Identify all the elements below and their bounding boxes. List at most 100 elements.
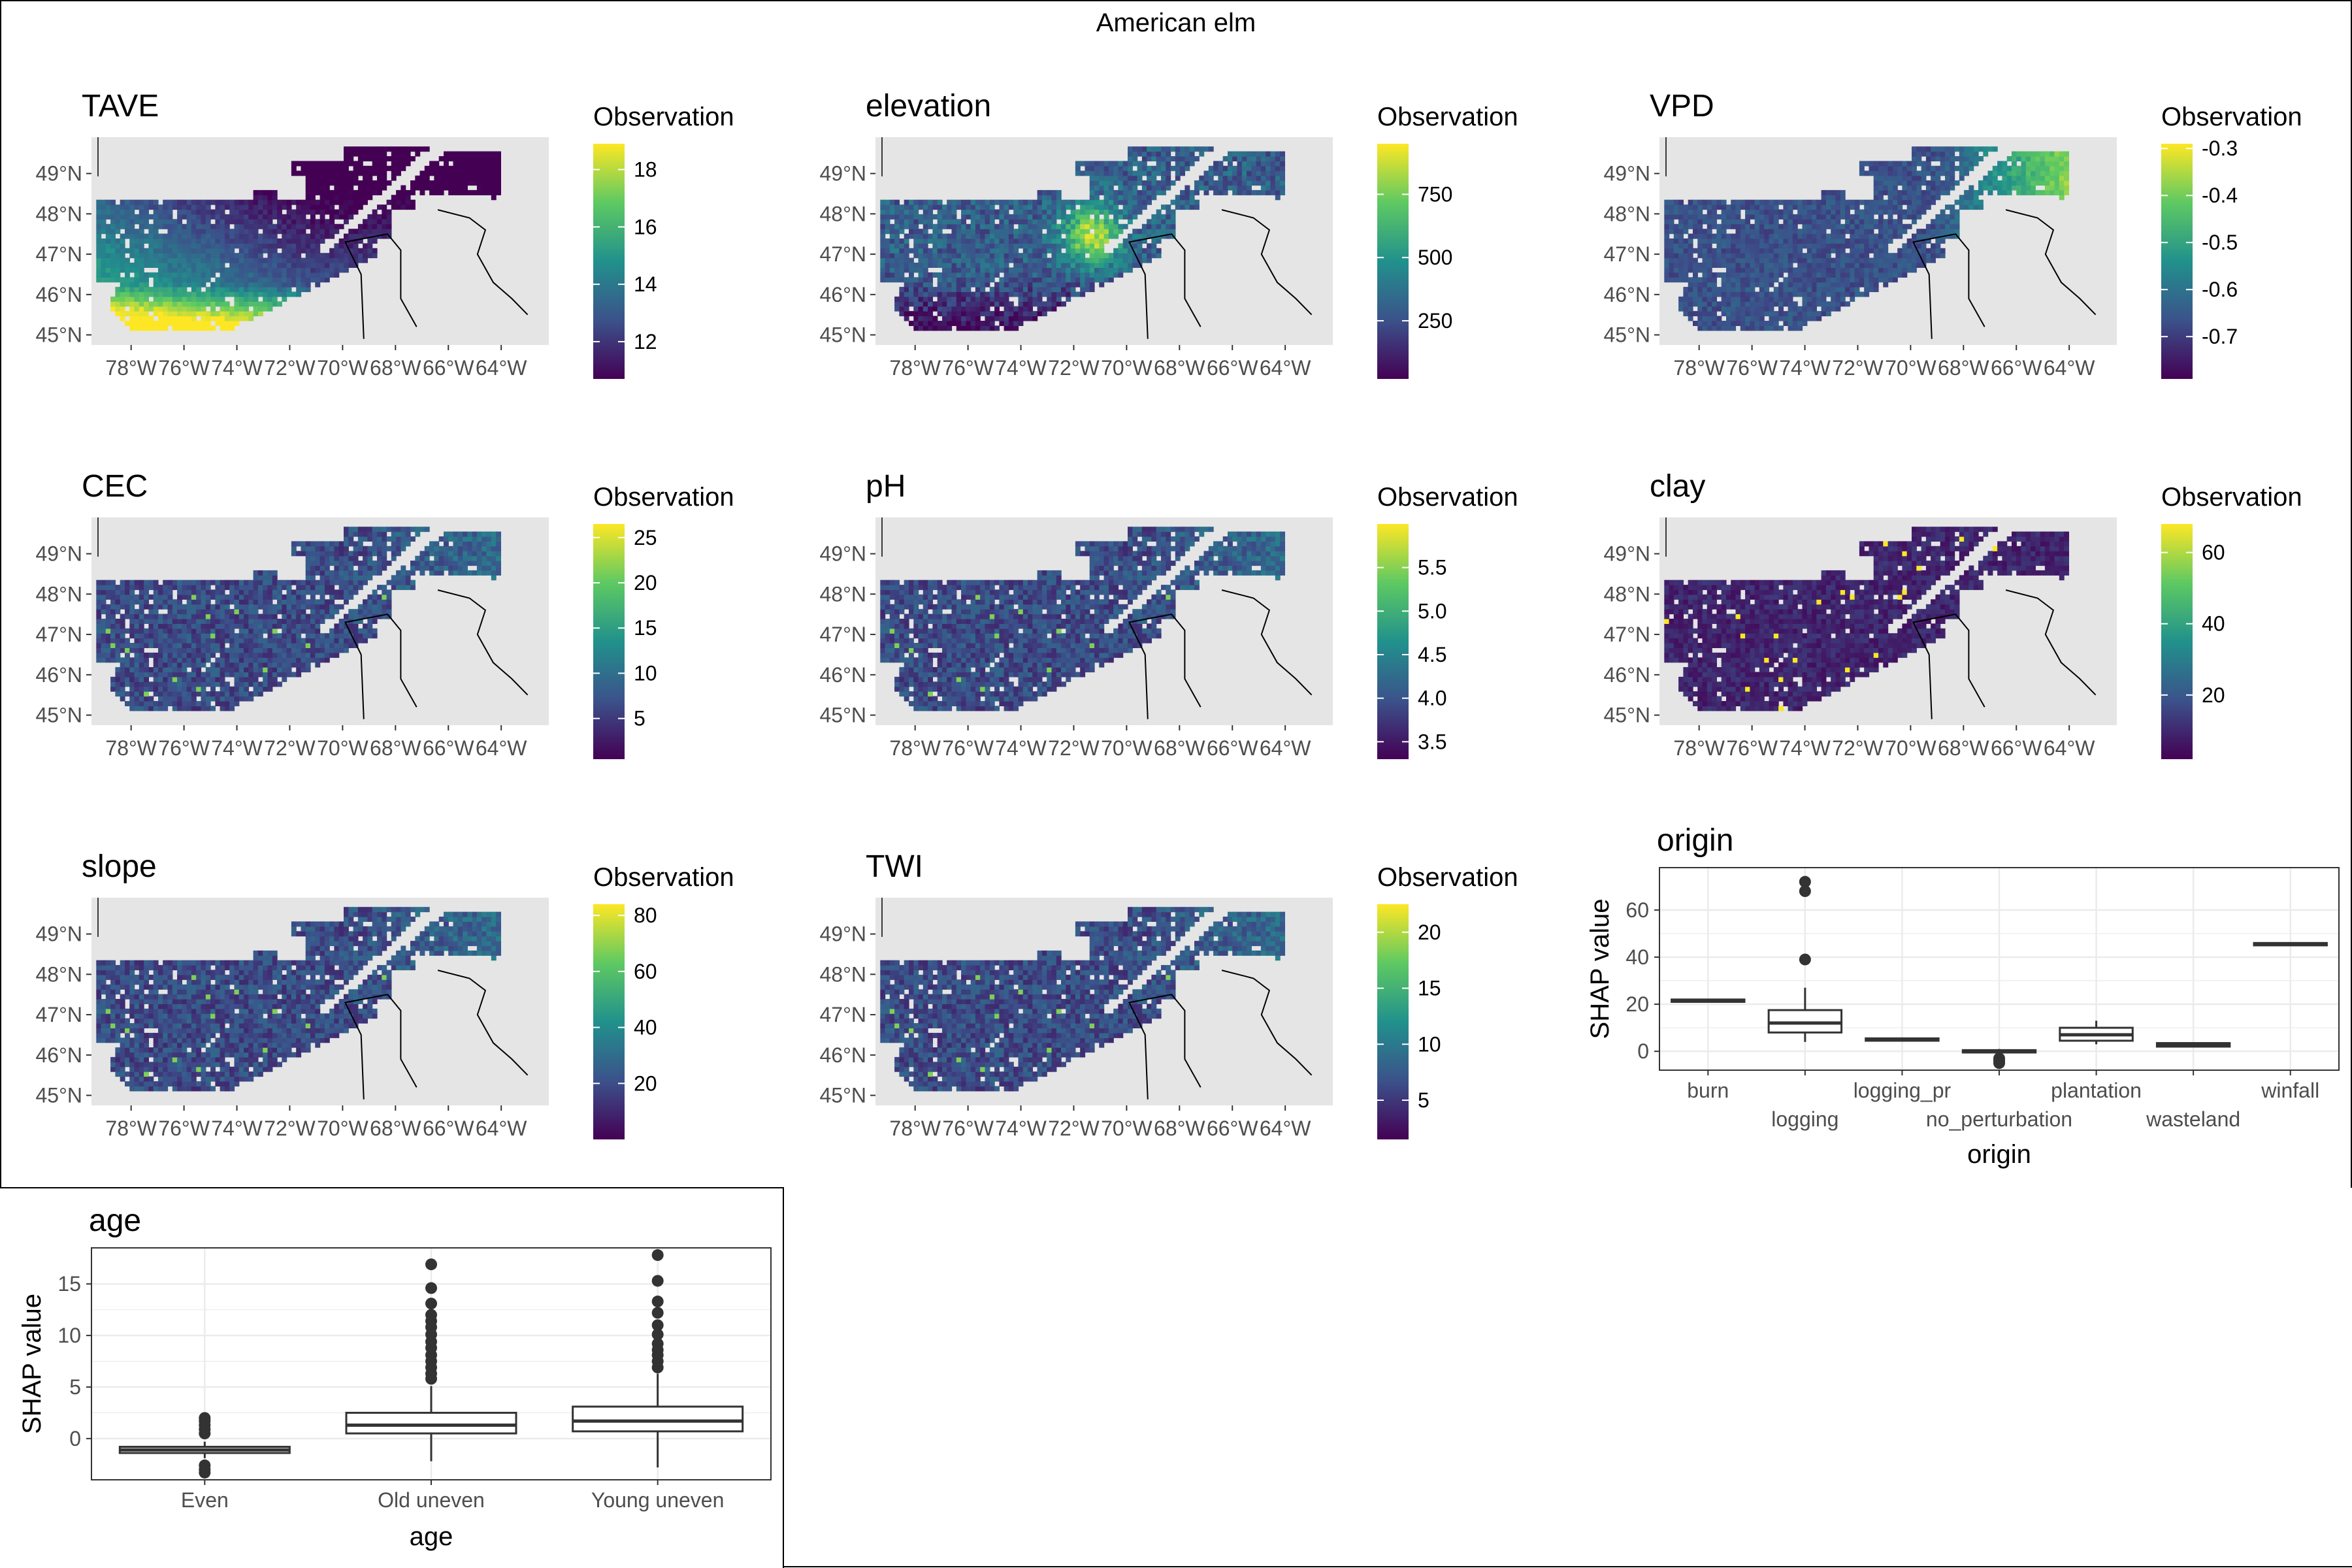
raster-cell — [1022, 253, 1028, 259]
raster-cell — [220, 306, 225, 312]
raster-cell — [1066, 291, 1071, 297]
raster-cell — [899, 277, 905, 283]
raster-cell — [476, 156, 482, 161]
raster-cell — [267, 267, 273, 273]
raster-cell — [1232, 175, 1238, 181]
raster-cell — [1028, 204, 1033, 210]
raster-cell — [1693, 263, 1698, 268]
raster-cell — [267, 195, 273, 201]
raster-cell — [1688, 219, 1693, 225]
raster-cell — [244, 306, 249, 312]
raster-cell — [334, 243, 340, 249]
raster-cell — [334, 209, 340, 215]
raster-cell — [1018, 229, 1024, 235]
raster-cell — [367, 156, 373, 161]
raster-cell — [125, 321, 130, 326]
raster-cell — [177, 253, 182, 259]
raster-cell — [1735, 243, 1741, 249]
raster-cell — [1921, 248, 1927, 253]
raster-cell — [172, 282, 178, 287]
raster-cell — [372, 214, 378, 220]
raster-cell — [234, 311, 240, 317]
raster-cell — [1873, 223, 1879, 229]
raster-cell — [899, 306, 905, 312]
raster-cell — [1945, 171, 1950, 176]
raster-cell — [1778, 214, 1784, 220]
raster-cell — [1066, 263, 1071, 268]
raster-cell — [1056, 189, 1062, 195]
raster-cell — [1754, 311, 1760, 317]
raster-cell — [238, 219, 244, 225]
x-tick-label: 70°W — [1101, 356, 1152, 380]
raster-cell — [163, 311, 169, 317]
raster-cell — [1275, 161, 1281, 167]
raster-cell — [1004, 321, 1009, 326]
raster-cell — [229, 291, 235, 297]
raster-cell — [1892, 257, 1898, 263]
raster-cell — [353, 229, 359, 235]
raster-cell — [348, 175, 354, 181]
raster-cell — [923, 233, 928, 239]
raster-cell — [1835, 267, 1841, 273]
raster-cell — [101, 589, 106, 595]
raster-cell — [1740, 204, 1746, 210]
raster-cell — [357, 195, 363, 201]
raster-cell — [405, 151, 411, 157]
raster-cell — [1184, 165, 1190, 171]
raster-cell — [1228, 175, 1233, 181]
raster-cell — [951, 263, 957, 268]
raster-cell — [1156, 171, 1162, 176]
raster-cell — [961, 204, 966, 210]
raster-cell — [1940, 180, 1946, 186]
raster-cell — [144, 248, 149, 253]
raster-cell — [405, 199, 411, 205]
raster-cell — [880, 204, 886, 210]
raster-cell — [2054, 151, 2060, 157]
raster-cell — [277, 243, 282, 249]
raster-cell — [1707, 311, 1712, 317]
raster-cell — [110, 613, 116, 619]
raster-cell — [1764, 311, 1770, 317]
raster-cell — [1940, 171, 1946, 176]
raster-cell — [1854, 253, 1860, 259]
raster-cell — [324, 165, 330, 171]
raster-cell — [191, 282, 197, 287]
raster-cell — [1013, 243, 1019, 249]
raster-cell — [2064, 151, 2069, 157]
raster-cell — [105, 199, 111, 205]
raster-cell — [196, 253, 202, 259]
raster-cell — [120, 691, 125, 697]
raster-cell — [1902, 223, 1908, 229]
raster-cell — [224, 214, 230, 220]
raster-cell — [1740, 253, 1746, 259]
raster-cell — [496, 151, 501, 157]
raster-cell — [1213, 165, 1218, 171]
raster-cell — [1935, 151, 1941, 157]
raster-cell — [1018, 272, 1024, 278]
raster-cell — [201, 325, 206, 331]
raster-cell — [1850, 267, 1855, 273]
raster-cell — [889, 199, 895, 205]
raster-cell — [410, 204, 416, 210]
raster-cell — [1731, 316, 1737, 321]
raster-cell — [961, 277, 966, 283]
raster-cell — [1921, 199, 1927, 205]
raster-cell — [410, 199, 416, 205]
raster-cell — [928, 248, 933, 253]
raster-cell — [880, 233, 886, 239]
raster-cell — [129, 287, 135, 293]
raster-cell — [1921, 229, 1927, 235]
raster-cell — [1802, 204, 1808, 210]
raster-cell — [1788, 277, 1793, 283]
raster-cell — [267, 257, 273, 263]
raster-cell — [282, 229, 287, 235]
raster-cell — [257, 243, 263, 249]
raster-cell — [937, 204, 943, 210]
raster-cell — [1840, 277, 1846, 283]
raster-cell — [999, 321, 1005, 326]
raster-cell — [1013, 219, 1019, 225]
raster-cell — [1118, 165, 1124, 171]
raster-cell — [1707, 306, 1712, 312]
raster-cell — [301, 263, 306, 268]
raster-cell — [1745, 316, 1750, 321]
